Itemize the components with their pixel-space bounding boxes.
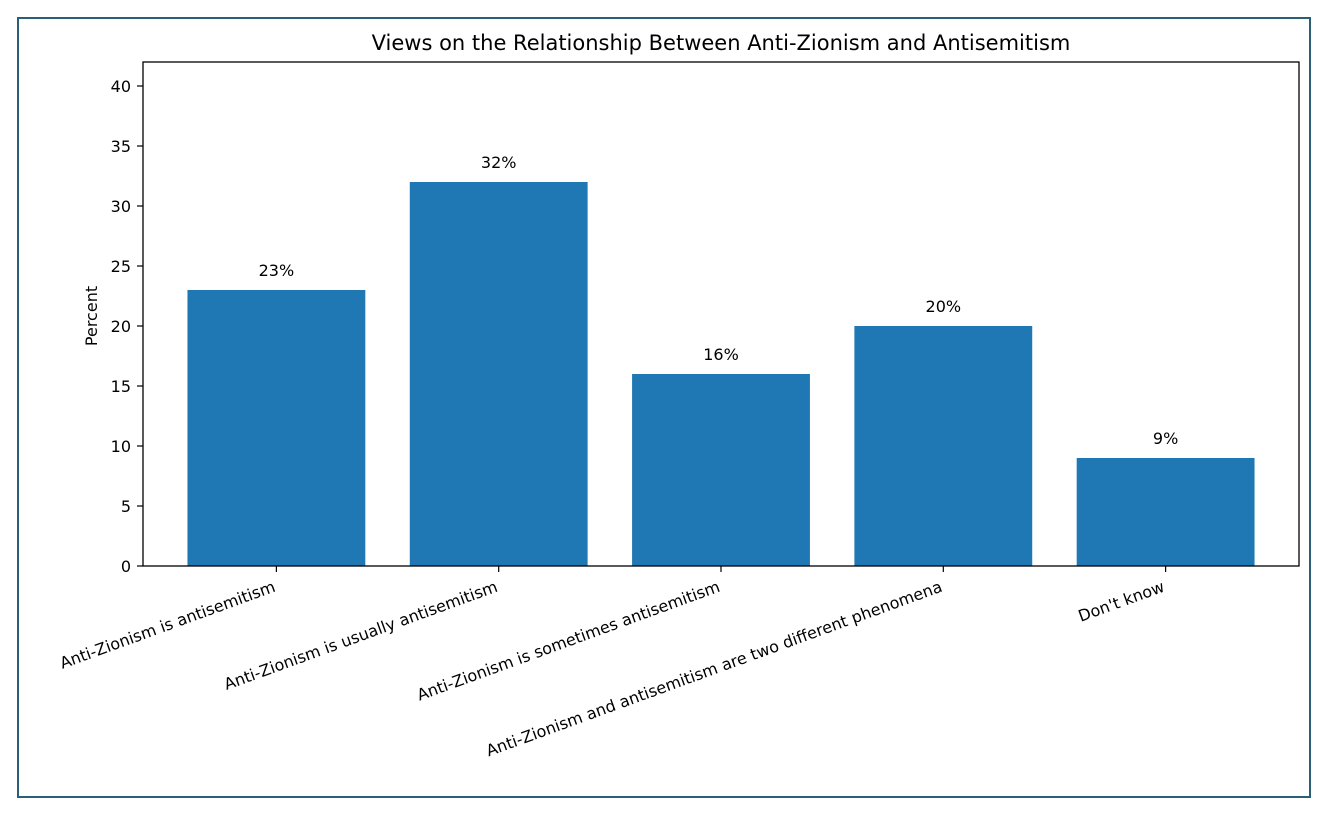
x-tick-label-4: Anti-Zionism and antisemitism are two di… [484, 577, 945, 760]
y-tick-label-40: 40 [111, 77, 131, 96]
data-label-2: 32% [481, 153, 517, 172]
data-label-4: 20% [926, 297, 962, 316]
y-tick-label-10: 10 [111, 437, 131, 456]
bar-5 [1076, 458, 1255, 566]
y-axis-label: Percent [82, 286, 101, 346]
y-tick-label-30: 30 [111, 197, 131, 216]
y-tick-label-5: 5 [121, 497, 131, 516]
y-tick-label-35: 35 [111, 137, 131, 156]
plot-area-border [142, 61, 1300, 567]
data-label-5: 9% [1153, 429, 1178, 448]
y-tick-label-20: 20 [111, 317, 131, 336]
bar-1 [187, 290, 366, 566]
y-tick-label-15: 15 [111, 377, 131, 396]
data-label-1: 23% [259, 261, 295, 280]
x-tick-label-1: Anti-Zionism is antisemitism [57, 577, 278, 673]
x-tick-label-5: Don't know [1076, 577, 1167, 626]
y-tick-label-25: 25 [111, 257, 131, 276]
bar-3 [632, 374, 810, 566]
y-tick-label-0: 0 [121, 557, 131, 576]
bar-4 [854, 326, 1033, 566]
data-label-3: 16% [703, 345, 739, 364]
chart-title: Views on the Relationship Between Anti-Z… [372, 31, 1071, 55]
bar-2 [409, 182, 588, 566]
